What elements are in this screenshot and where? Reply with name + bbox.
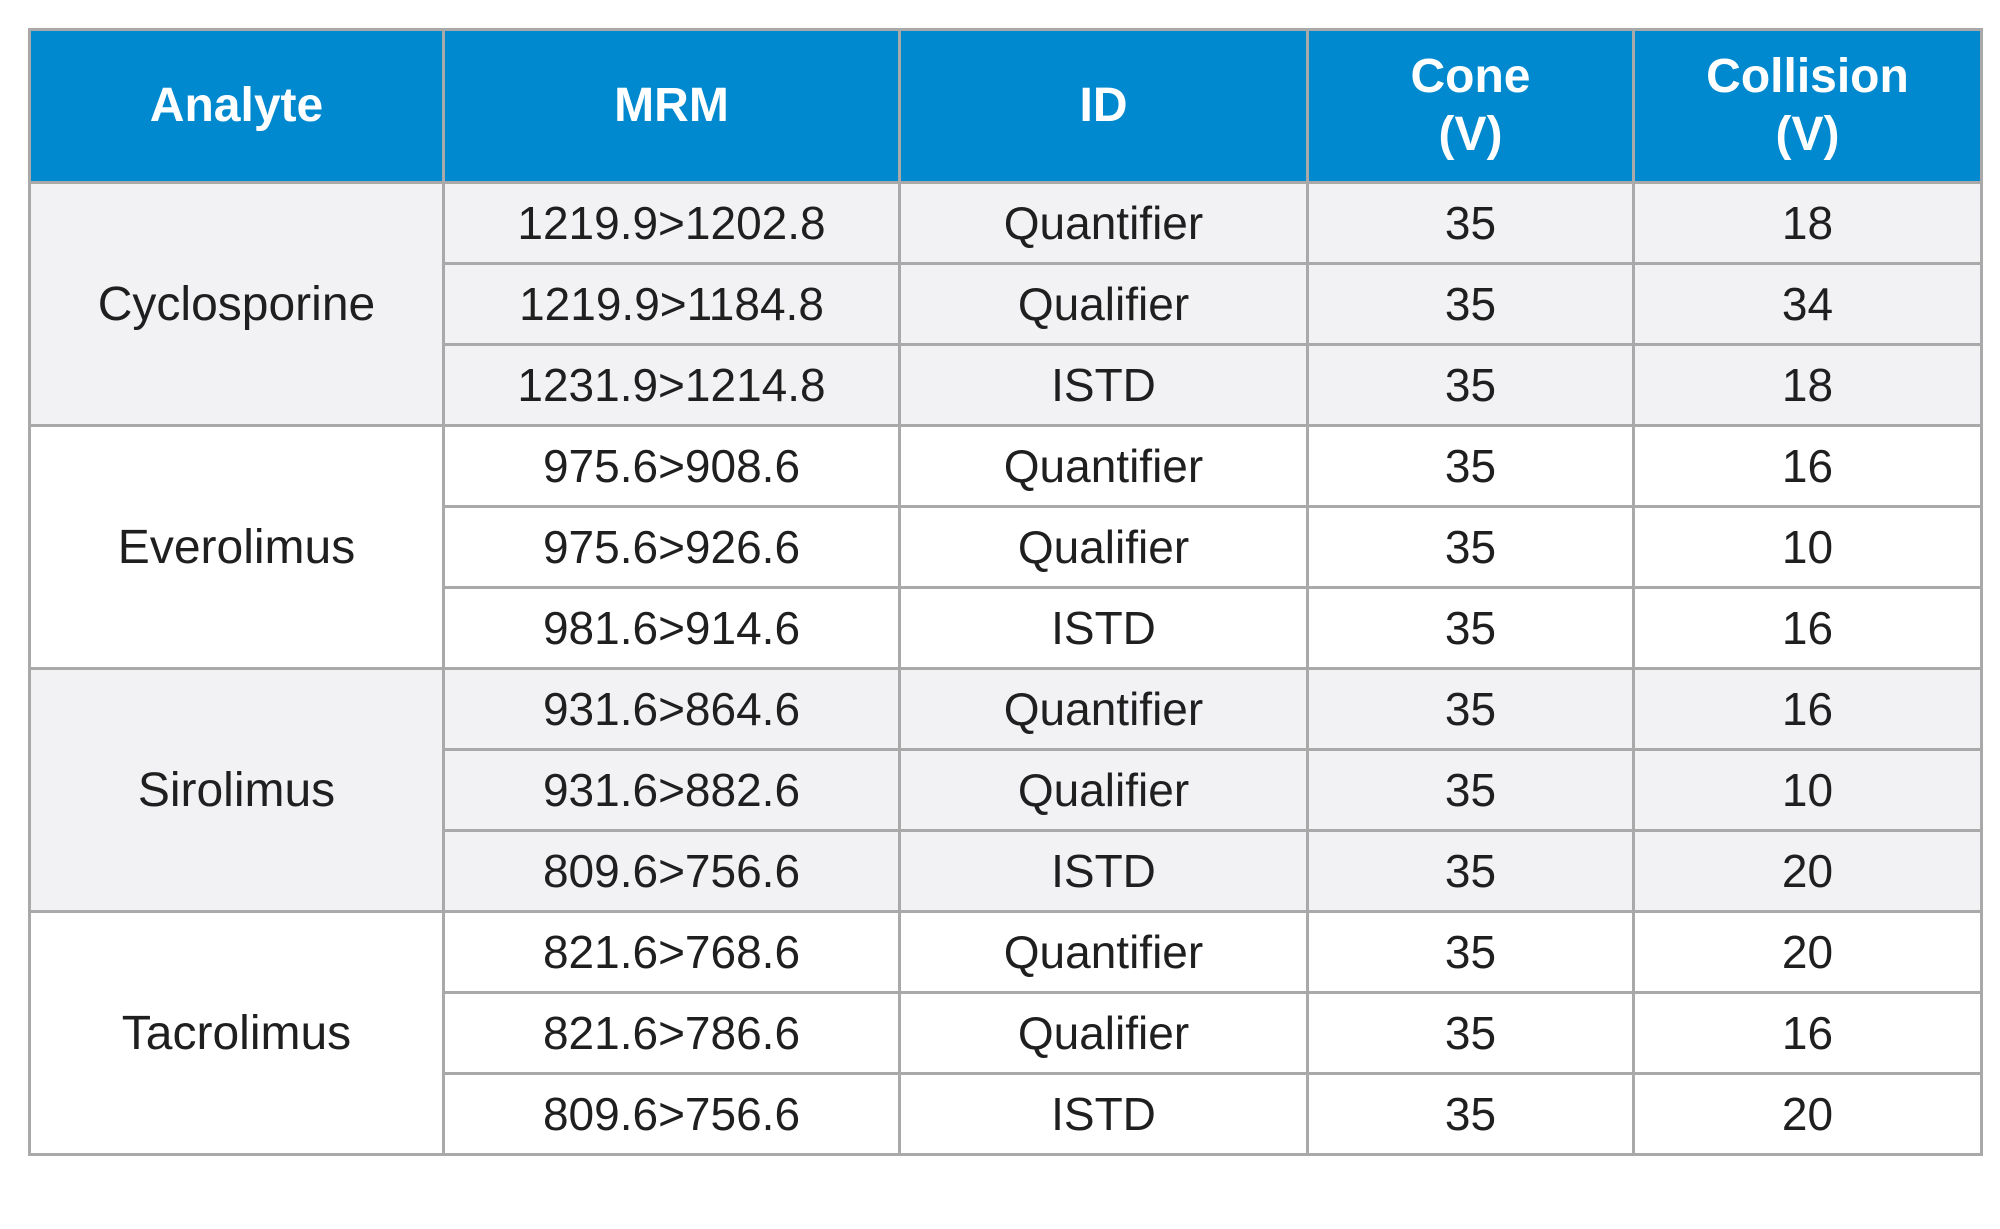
table-row: Sirolimus 931.6>864.6 Quantifier 35 16 bbox=[28, 667, 1983, 913]
cone-cell: 35 bbox=[1306, 586, 1635, 670]
table-header: Analyte MRM ID Cone (V) Collision (V) bbox=[28, 28, 1983, 184]
cone-cell: 35 bbox=[1306, 262, 1635, 346]
id-cell: Quantifier bbox=[898, 910, 1309, 994]
header-analyte: Analyte bbox=[28, 28, 445, 184]
mrm-parameters-table: Analyte MRM ID Cone (V) Collision (V) Cy… bbox=[28, 28, 1983, 1156]
mrm-table-container: Analyte MRM ID Cone (V) Collision (V) Cy… bbox=[28, 28, 1983, 1156]
cone-cell: 35 bbox=[1306, 181, 1635, 265]
id-cell: ISTD bbox=[898, 1072, 1309, 1156]
cone-cell: 35 bbox=[1306, 667, 1635, 751]
collision-cell: 16 bbox=[1632, 586, 1983, 670]
analyte-cell: Sirolimus bbox=[28, 667, 445, 913]
cone-cell: 35 bbox=[1306, 424, 1635, 508]
collision-cell: 16 bbox=[1632, 424, 1983, 508]
collision-cell: 16 bbox=[1632, 667, 1983, 751]
mrm-cell: 981.6>914.6 bbox=[442, 586, 901, 670]
collision-cell: 34 bbox=[1632, 262, 1983, 346]
header-cone-line-2: (V) bbox=[1438, 108, 1503, 161]
id-cell: Qualifier bbox=[898, 991, 1309, 1075]
header-cone: Cone (V) bbox=[1306, 28, 1635, 184]
cone-cell: 35 bbox=[1306, 343, 1635, 427]
table-row: 931.6>882.6 Qualifier 35 10 bbox=[30, 748, 1983, 832]
table-row: Cyclosporine 1219.9>1202.8 Quantifier 35… bbox=[28, 181, 1983, 427]
cone-cell: 35 bbox=[1306, 1072, 1635, 1156]
table-row: Everolimus 975.6>908.6 Quantifier 35 16 bbox=[28, 424, 1983, 670]
header-collision: Collision (V) bbox=[1632, 28, 1983, 184]
id-cell: Quantifier bbox=[898, 424, 1309, 508]
table-row: 1219.9>1184.8 Qualifier 35 34 bbox=[30, 262, 1983, 346]
analyte-group-everolimus: Everolimus 975.6>908.6 Quantifier 35 16 … bbox=[28, 424, 1983, 670]
collision-cell: 10 bbox=[1632, 505, 1983, 589]
collision-cell: 20 bbox=[1632, 1072, 1983, 1156]
header-id: ID bbox=[898, 28, 1309, 184]
header-collision-line-2: (V) bbox=[1775, 108, 1840, 161]
mrm-cell: 931.6>864.6 bbox=[442, 667, 901, 751]
table-row: 981.6>914.6 ISTD 35 16 bbox=[30, 586, 1983, 670]
mrm-cell: 1219.9>1184.8 bbox=[442, 262, 901, 346]
table-row: 1231.9>1214.8 ISTD 35 18 bbox=[30, 343, 1983, 427]
header-cone-line-1: Cone bbox=[1410, 50, 1531, 103]
mrm-cell: 809.6>756.6 bbox=[442, 829, 901, 913]
analyte-cell: Cyclosporine bbox=[28, 181, 445, 427]
mrm-cell: 821.6>768.6 bbox=[442, 910, 901, 994]
analyte-cell: Everolimus bbox=[28, 424, 445, 670]
table-row: 975.6>926.6 Qualifier 35 10 bbox=[30, 505, 1983, 589]
mrm-cell: 975.6>926.6 bbox=[442, 505, 901, 589]
mrm-cell: 1231.9>1214.8 bbox=[442, 343, 901, 427]
table-row: 821.6>786.6 Qualifier 35 16 bbox=[30, 991, 1983, 1075]
id-cell: ISTD bbox=[898, 586, 1309, 670]
mrm-cell: 809.6>756.6 bbox=[442, 1072, 901, 1156]
mrm-cell: 975.6>908.6 bbox=[442, 424, 901, 508]
analyte-group-sirolimus: Sirolimus 931.6>864.6 Quantifier 35 16 9… bbox=[28, 667, 1983, 913]
header-row: Analyte MRM ID Cone (V) Collision (V) bbox=[28, 28, 1983, 184]
table-row: 809.6>756.6 ISTD 35 20 bbox=[30, 829, 1983, 913]
id-cell: Qualifier bbox=[898, 262, 1309, 346]
collision-cell: 16 bbox=[1632, 991, 1983, 1075]
id-cell: Qualifier bbox=[898, 505, 1309, 589]
id-cell: Qualifier bbox=[898, 748, 1309, 832]
analyte-group-tacrolimus: Tacrolimus 821.6>768.6 Quantifier 35 20 … bbox=[28, 910, 1983, 1156]
id-cell: ISTD bbox=[898, 343, 1309, 427]
header-mrm: MRM bbox=[442, 28, 901, 184]
analyte-group-cyclosporine: Cyclosporine 1219.9>1202.8 Quantifier 35… bbox=[28, 181, 1983, 427]
analyte-cell: Tacrolimus bbox=[28, 910, 445, 1156]
id-cell: Quantifier bbox=[898, 181, 1309, 265]
id-cell: ISTD bbox=[898, 829, 1309, 913]
mrm-cell: 821.6>786.6 bbox=[442, 991, 901, 1075]
cone-cell: 35 bbox=[1306, 505, 1635, 589]
cone-cell: 35 bbox=[1306, 748, 1635, 832]
collision-cell: 20 bbox=[1632, 910, 1983, 994]
cone-cell: 35 bbox=[1306, 910, 1635, 994]
table-row: Tacrolimus 821.6>768.6 Quantifier 35 20 bbox=[28, 910, 1983, 1156]
collision-cell: 18 bbox=[1632, 343, 1983, 427]
cone-cell: 35 bbox=[1306, 991, 1635, 1075]
collision-cell: 18 bbox=[1632, 181, 1983, 265]
header-collision-line-1: Collision bbox=[1706, 50, 1909, 103]
cone-cell: 35 bbox=[1306, 829, 1635, 913]
table-row: 809.6>756.6 ISTD 35 20 bbox=[30, 1072, 1983, 1156]
mrm-cell: 931.6>882.6 bbox=[442, 748, 901, 832]
collision-cell: 20 bbox=[1632, 829, 1983, 913]
mrm-cell: 1219.9>1202.8 bbox=[442, 181, 901, 265]
id-cell: Quantifier bbox=[898, 667, 1309, 751]
collision-cell: 10 bbox=[1632, 748, 1983, 832]
